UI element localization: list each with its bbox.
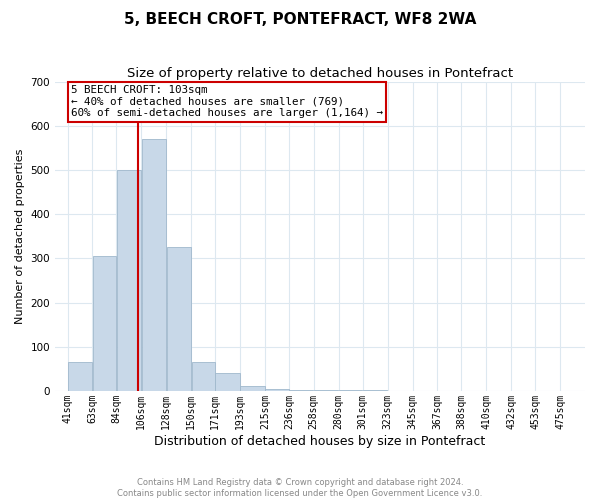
Bar (93, 256, 116, 391)
Bar (68, 362, 92, 391)
Bar (241, 386, 265, 391)
Title: Size of property relative to detached houses in Pontefract: Size of property relative to detached ho… (127, 68, 513, 80)
Text: 5, BEECH CROFT, PONTEFRACT, WF8 2WA: 5, BEECH CROFT, PONTEFRACT, WF8 2WA (124, 12, 476, 28)
Bar (167, 248, 191, 391)
Bar (314, 390, 338, 391)
Text: 5 BEECH CROFT: 103sqm
← 40% of detached houses are smaller (769)
60% of semi-det: 5 BEECH CROFT: 103sqm ← 40% of detached … (71, 85, 383, 118)
Bar (289, 390, 313, 391)
Text: Contains HM Land Registry data © Crown copyright and database right 2024.
Contai: Contains HM Land Registry data © Crown c… (118, 478, 482, 498)
Bar (215, 373, 240, 391)
Bar (116, 170, 141, 391)
Bar (265, 388, 289, 391)
Y-axis label: Number of detached properties: Number of detached properties (15, 148, 25, 324)
X-axis label: Distribution of detached houses by size in Pontefract: Distribution of detached houses by size … (154, 434, 485, 448)
Bar (191, 362, 215, 391)
Bar (142, 139, 166, 391)
